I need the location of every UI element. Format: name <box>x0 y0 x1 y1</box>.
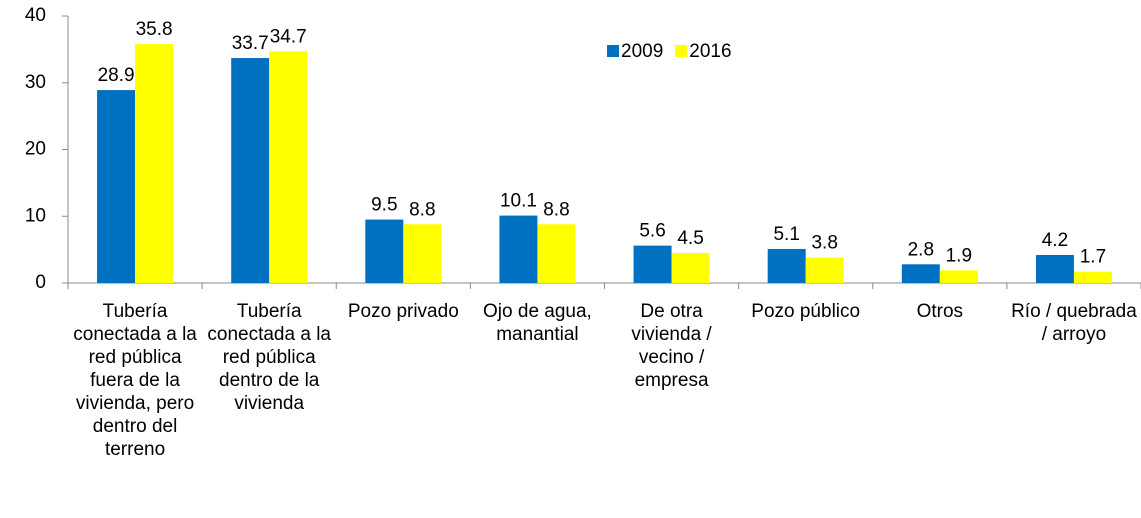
x-tick-label: De otra vivienda / vecino / empresa <box>631 301 712 391</box>
bar <box>97 90 136 283</box>
data-label: 9.5 <box>371 195 397 216</box>
y-tick-label: 30 <box>25 72 46 93</box>
data-label: 8.8 <box>409 199 435 220</box>
data-label: 34.7 <box>270 26 307 47</box>
data-label: 33.7 <box>232 33 269 54</box>
bar <box>767 248 806 283</box>
bar <box>231 58 270 283</box>
bar <box>901 264 940 283</box>
legend-label: 2009 <box>621 41 663 62</box>
bar <box>671 252 710 283</box>
x-tick-label: Río / quebrada / arroyo <box>1011 301 1137 345</box>
bar <box>939 270 978 283</box>
y-tick-label: 10 <box>25 205 46 226</box>
data-label: 5.1 <box>773 224 799 245</box>
legend-swatch <box>675 45 688 57</box>
y-tick-label: 0 <box>35 272 46 293</box>
bar <box>805 257 844 283</box>
bar <box>1073 271 1112 283</box>
bar <box>537 224 576 283</box>
data-label: 5.6 <box>639 221 665 242</box>
data-label: 35.8 <box>136 19 173 40</box>
bar <box>1035 254 1074 283</box>
bar <box>135 44 174 283</box>
bar <box>499 215 538 283</box>
x-tick-label: Ojo de agua, manantial <box>483 301 592 345</box>
x-tick-label: Tubería conectada a la red pública fuera… <box>73 301 197 460</box>
bar <box>633 245 672 283</box>
bar <box>269 51 308 283</box>
legend-swatch <box>607 45 619 57</box>
x-tick-label: Pozo público <box>751 301 861 322</box>
x-tick-label: Otros <box>916 301 964 322</box>
legend-label: 2016 <box>689 41 731 62</box>
y-tick-label: 40 <box>25 5 46 26</box>
data-label: 3.8 <box>811 233 837 254</box>
bar <box>403 224 442 283</box>
bar <box>365 219 404 283</box>
data-label: 8.8 <box>543 199 569 220</box>
data-label: 28.9 <box>98 65 135 86</box>
x-tick-label: Tubería conectada a la red pública dentr… <box>207 301 331 414</box>
data-label: 10.1 <box>500 191 537 212</box>
x-tick-label: Pozo privado <box>347 301 459 322</box>
data-label: 1.7 <box>1080 247 1106 268</box>
y-tick-label: 20 <box>25 139 46 160</box>
data-label: 4.5 <box>677 228 703 249</box>
data-label: 2.8 <box>908 239 934 260</box>
data-label: 1.9 <box>946 245 972 266</box>
data-label: 4.2 <box>1042 230 1068 251</box>
